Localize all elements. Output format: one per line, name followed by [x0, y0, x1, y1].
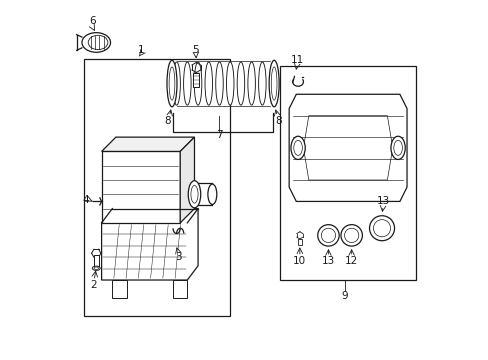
Bar — [280, 66, 415, 280]
Text: 8: 8 — [275, 116, 281, 126]
Ellipse shape — [258, 62, 265, 105]
Polygon shape — [102, 137, 194, 152]
Ellipse shape — [207, 184, 216, 204]
Text: 6: 6 — [89, 16, 96, 26]
Text: 10: 10 — [293, 256, 306, 266]
Bar — [112, 280, 126, 298]
Text: 12: 12 — [345, 256, 358, 266]
Polygon shape — [180, 137, 194, 223]
Ellipse shape — [194, 62, 202, 105]
Bar — [83, 59, 230, 316]
Bar — [298, 239, 301, 246]
Text: 4: 4 — [82, 195, 89, 204]
Ellipse shape — [226, 62, 233, 105]
Bar — [94, 255, 99, 267]
Circle shape — [340, 225, 362, 246]
Text: 2: 2 — [90, 280, 97, 291]
Ellipse shape — [237, 62, 244, 105]
Ellipse shape — [188, 181, 201, 208]
Polygon shape — [102, 208, 198, 280]
Text: 5: 5 — [192, 45, 199, 55]
Text: 1: 1 — [137, 45, 144, 55]
Circle shape — [369, 216, 394, 241]
Text: 11: 11 — [290, 55, 303, 65]
Ellipse shape — [215, 62, 223, 105]
Ellipse shape — [290, 136, 305, 159]
Text: 13: 13 — [321, 256, 334, 266]
Ellipse shape — [268, 60, 279, 107]
Bar — [173, 280, 187, 298]
Text: 7: 7 — [216, 130, 223, 140]
Ellipse shape — [82, 33, 110, 52]
Ellipse shape — [247, 62, 255, 105]
Ellipse shape — [204, 62, 212, 105]
Polygon shape — [288, 94, 406, 202]
Ellipse shape — [183, 62, 191, 105]
Ellipse shape — [173, 62, 180, 105]
Ellipse shape — [166, 60, 177, 107]
Circle shape — [317, 225, 339, 246]
Ellipse shape — [92, 266, 100, 270]
Text: 9: 9 — [341, 291, 347, 301]
Bar — [102, 152, 180, 223]
Text: 8: 8 — [164, 116, 171, 126]
Text: 3: 3 — [175, 252, 182, 262]
Bar — [193, 73, 199, 87]
Text: 13: 13 — [376, 197, 389, 206]
Ellipse shape — [390, 136, 405, 159]
